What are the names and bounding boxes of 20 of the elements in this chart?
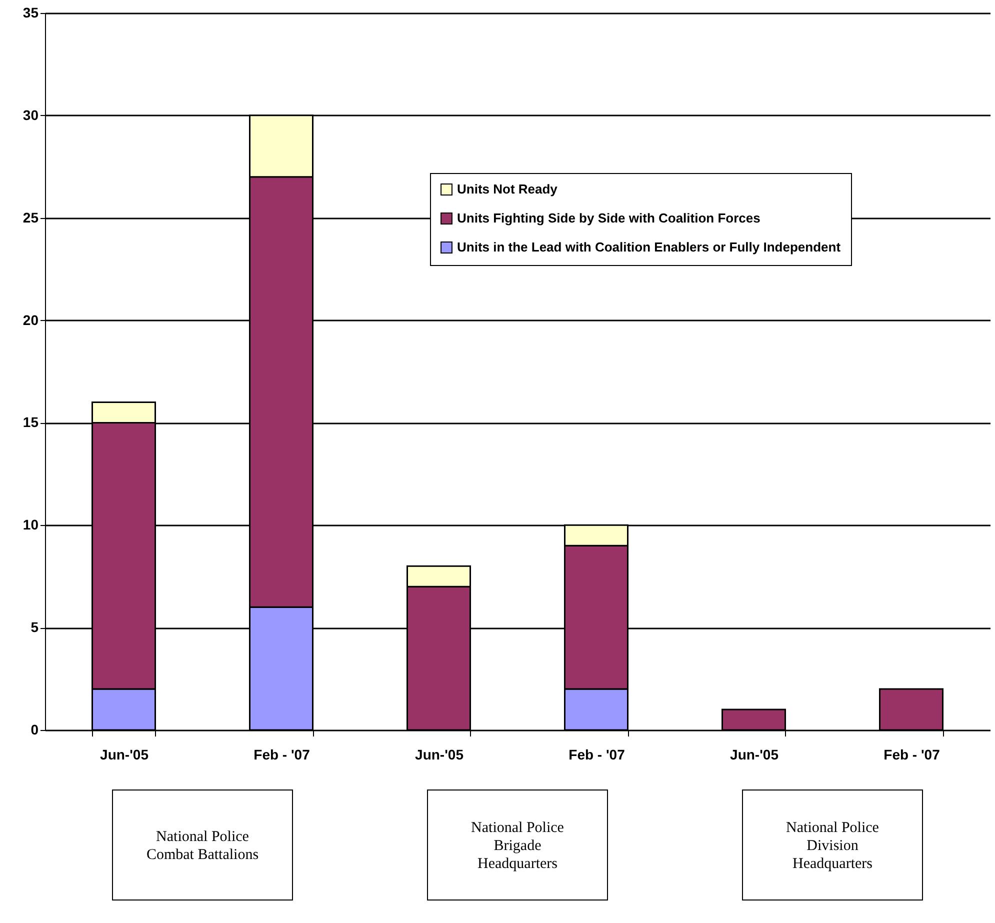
x-tick-label: Jun-'05 [730, 746, 779, 762]
y-tick-label: 5 [30, 619, 39, 636]
y-tick-label: 0 [30, 722, 39, 738]
y-tick-label: 10 [22, 516, 39, 533]
legend-label: Units Fighting Side by Side with Coalition Forces [457, 210, 760, 226]
x-tick-label: Jun-'05 [415, 746, 464, 762]
x-tick-label: Jun-'05 [100, 746, 149, 762]
y-tick-label: 25 [22, 209, 39, 226]
legend-label: Units in the Lead with Coalition Enablers or Fully Independent [457, 240, 842, 254]
text: National Police Brigade Headquarters [471, 820, 564, 872]
legend-label: Units Not Ready [457, 182, 558, 196]
x-tick-label: Feb - '07 [254, 746, 310, 762]
y-tick-label: 15 [22, 414, 39, 430]
text: National Police Combat Battalions [146, 829, 259, 863]
y-tick-label: 35 [22, 4, 39, 20]
y-tick-label: 20 [22, 312, 39, 328]
text: National Police Division Headquarters [786, 820, 880, 872]
x-tick-label: Feb - '07 [568, 746, 626, 762]
x-tick-label: Feb - '07 [884, 746, 940, 762]
y-tick-label: 30 [22, 106, 39, 123]
